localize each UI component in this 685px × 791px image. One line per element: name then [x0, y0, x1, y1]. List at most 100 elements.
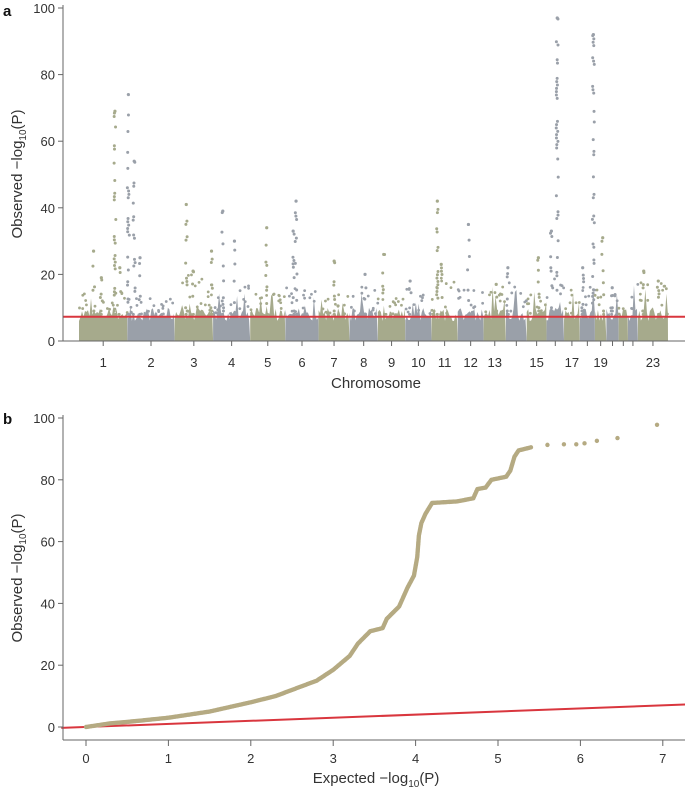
snp-point: [439, 276, 443, 280]
snp-point: [209, 260, 213, 264]
snp-point: [229, 312, 232, 315]
snp-point: [580, 312, 584, 316]
snp-point: [394, 297, 398, 300]
peak-point-chr11: [439, 262, 443, 267]
snp-point: [592, 62, 596, 66]
snp-point: [113, 191, 117, 195]
x-tick-label: 11: [438, 355, 452, 370]
snp-point: [528, 311, 532, 315]
snp-point: [291, 255, 295, 259]
snp-point: [221, 296, 225, 300]
snp-point: [569, 311, 573, 315]
snp-point: [467, 255, 471, 259]
snp-point: [472, 306, 475, 309]
qq-point: [574, 442, 579, 447]
snp-point: [407, 287, 411, 291]
snp-point: [126, 268, 130, 272]
snp-point: [363, 297, 367, 301]
snp-point: [127, 223, 131, 227]
y-tick-label: 60: [41, 535, 55, 550]
snp-point: [302, 293, 305, 297]
peak-point-chr4: [232, 239, 237, 243]
snp-point: [435, 227, 439, 231]
snp-point: [98, 295, 102, 299]
snp-point: [657, 289, 661, 293]
snp-point: [554, 93, 558, 97]
snp-point: [265, 263, 269, 267]
snp-point: [428, 312, 432, 315]
peak-point-chr2: [126, 92, 130, 97]
snp-point: [440, 279, 444, 283]
snp-point: [600, 239, 604, 243]
snp-point: [584, 295, 587, 299]
snp-point: [233, 312, 237, 316]
snp-point: [436, 245, 440, 249]
snp-point: [112, 195, 116, 199]
snp-point: [132, 236, 136, 240]
snp-point: [264, 243, 268, 247]
snp-point: [126, 113, 130, 117]
snp-point: [595, 288, 599, 292]
chromosome-band-18: [579, 289, 595, 341]
peak-point-chr13: [494, 282, 498, 286]
snp-point: [247, 284, 250, 288]
snp-point: [292, 309, 296, 313]
snp-point: [562, 286, 566, 290]
peak-point-chr23: [656, 279, 660, 283]
snp-point: [216, 308, 220, 312]
qq-y-title: Observed −log10(P): [9, 513, 29, 642]
x-tick-label: 6: [577, 751, 584, 766]
x-tick-label: 10: [411, 355, 425, 370]
snp-point: [138, 312, 142, 316]
snp-point: [210, 312, 214, 316]
peak-point-chr15: [536, 256, 540, 260]
snp-point: [664, 287, 668, 291]
x-tick-label: 19: [593, 355, 607, 370]
snp-point: [507, 281, 511, 285]
snp-point: [84, 299, 88, 302]
snp-point: [114, 217, 118, 221]
snp-point: [99, 312, 103, 316]
snp-point: [264, 260, 268, 264]
snp-point: [154, 312, 158, 316]
snp-point: [233, 262, 237, 266]
snp-point: [193, 284, 197, 288]
snp-point: [112, 264, 116, 268]
snp-point: [336, 304, 340, 308]
snp-point: [114, 312, 118, 316]
snp-point: [419, 294, 422, 298]
chromosome-band-7: [318, 299, 350, 341]
snp-point: [191, 282, 195, 286]
snp-point: [254, 292, 258, 296]
snp-point: [216, 296, 220, 299]
chromosome-band-1: [79, 298, 128, 341]
snp-point: [279, 301, 283, 305]
snp-point: [342, 303, 346, 307]
snp-point: [376, 297, 380, 301]
peak-point-chr16: [555, 16, 559, 20]
snp-point: [592, 149, 596, 153]
snp-point: [291, 296, 295, 300]
snp-point: [292, 276, 296, 280]
peak-point-chr18: [581, 266, 585, 270]
snp-point: [200, 277, 204, 281]
snp-point: [373, 312, 377, 316]
snp-point: [400, 303, 403, 307]
snp-point: [591, 288, 595, 292]
snp-point: [292, 232, 296, 236]
snp-point: [591, 88, 595, 92]
qq-point: [654, 422, 660, 427]
y-title-tail: (P): [9, 513, 26, 533]
snp-point: [138, 274, 142, 278]
snp-point: [580, 306, 584, 310]
snp-point: [126, 255, 130, 259]
snp-point: [527, 302, 531, 306]
snp-point: [505, 275, 509, 279]
snp-point: [581, 286, 585, 289]
snp-point: [592, 59, 596, 63]
snp-point: [436, 283, 440, 287]
snp-point: [293, 211, 297, 215]
y-title-main: Observed −log: [9, 141, 26, 239]
